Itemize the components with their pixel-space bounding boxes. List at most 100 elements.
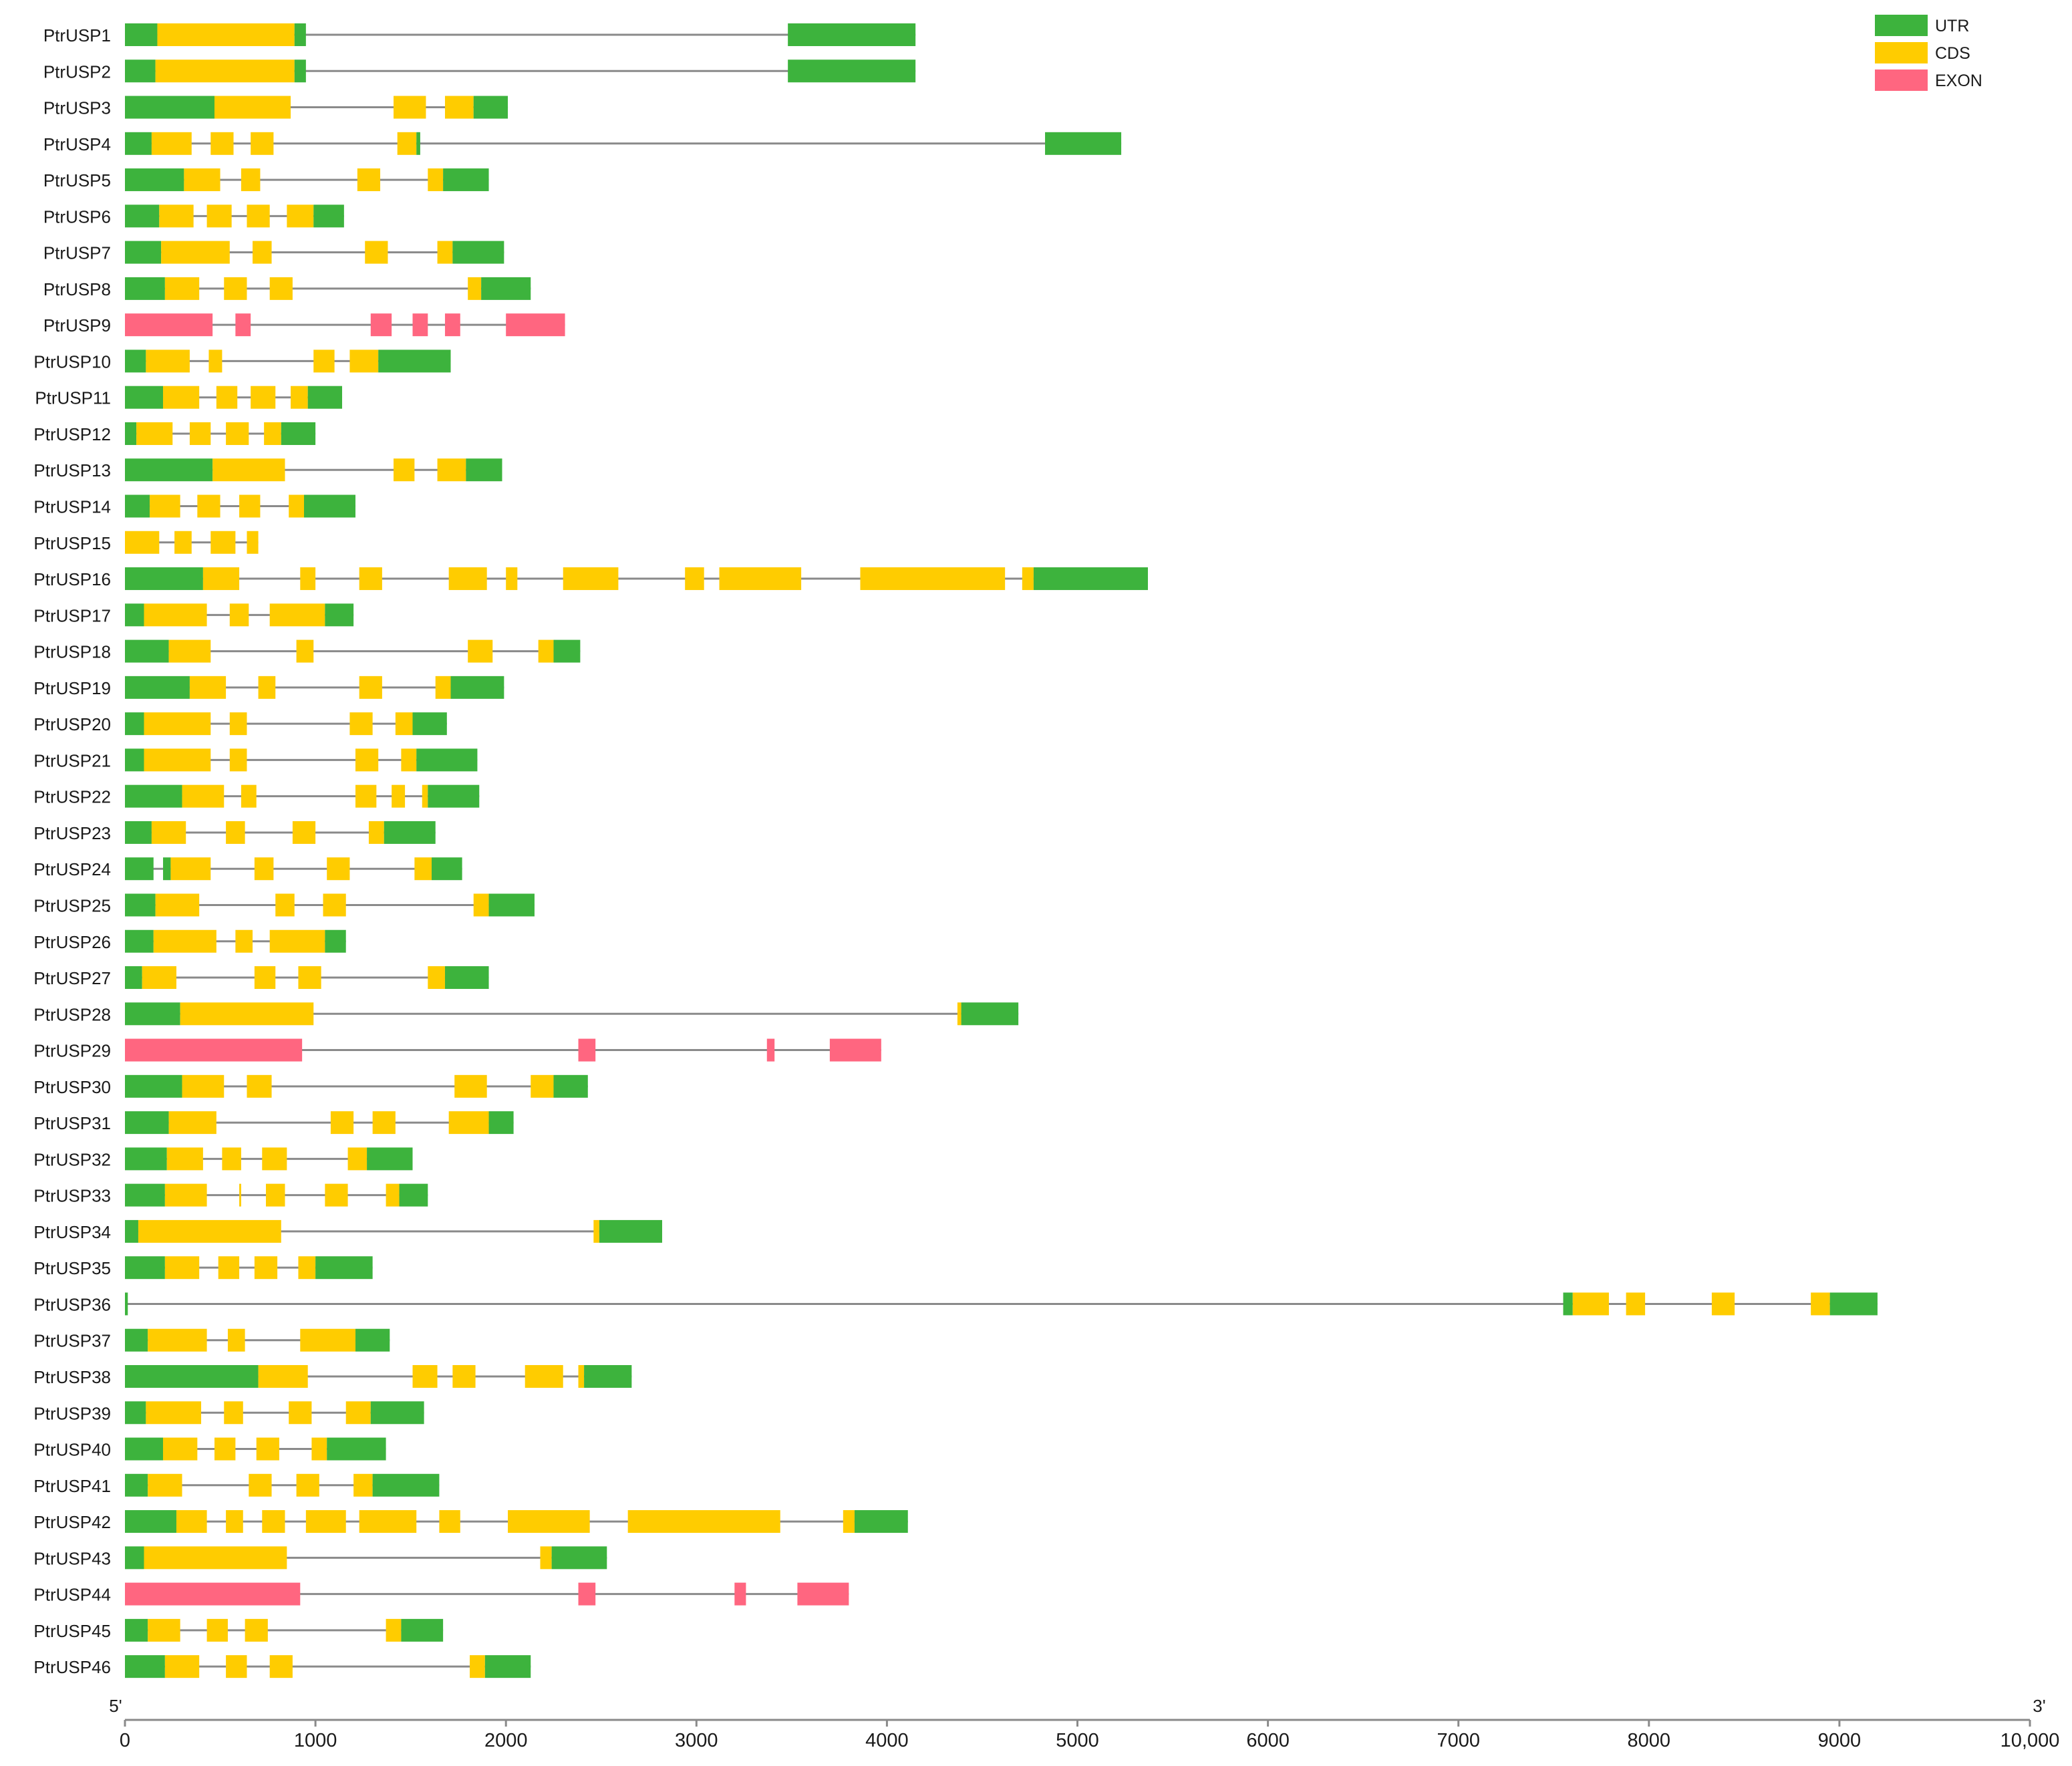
gene-label: PtrUSP13 [33,460,111,480]
cds-segment [258,1364,308,1388]
cds-segment [182,784,225,808]
cds-segment [359,676,382,699]
cds-segment [249,1473,272,1497]
cds-segment [275,893,295,917]
exon-segment [125,1582,301,1606]
utr-segment [125,277,165,300]
gene-label: PtrUSP38 [33,1367,111,1387]
utr-segment [401,1618,444,1642]
gene-row: PtrUSP17 [33,603,354,627]
gene-label: PtrUSP31 [33,1113,111,1133]
cds-segment [245,1618,268,1642]
cds-segment [452,1364,476,1388]
gene-label: PtrUSP32 [33,1149,111,1169]
utr-segment [125,458,213,482]
cds-segment [298,1256,316,1280]
gene-row: PtrUSP37 [33,1328,390,1352]
cds-segment [359,567,382,591]
utr-segment [854,1510,908,1533]
utr-segment [584,1364,632,1388]
gene-row: PtrUSP15 [33,531,259,554]
utr-segment [1033,567,1148,591]
cds-segment [289,1401,312,1425]
cds-segment [262,1510,285,1533]
cds-segment [189,676,227,699]
cds-segment [393,458,415,482]
utr-segment [370,1401,424,1425]
cds-segment [287,204,314,228]
utr-segment [125,1219,138,1243]
cds-segment [161,241,230,264]
cds-segment [174,531,192,554]
cds-segment [254,1256,278,1280]
cds-segment [349,349,379,373]
utr-segment [307,386,343,409]
cds-segment [253,241,272,264]
utr-segment [473,96,508,119]
utr-segment [432,857,462,881]
cds-segment [296,1473,319,1497]
gene-row: PtrUSP46 [33,1655,531,1678]
cds-segment [269,929,325,953]
legend-swatch-exon [1875,69,1928,91]
utr-segment [125,1147,167,1171]
gene-row: PtrUSP10 [33,349,451,373]
cds-segment [298,966,321,990]
gene-label: PtrUSP3 [43,98,111,118]
utr-segment [367,1147,413,1171]
gene-row: PtrUSP36 [33,1292,1878,1316]
cds-segment [144,712,211,736]
utr-segment [294,59,306,83]
utr-segment [444,966,489,990]
cds-segment [325,1183,348,1207]
cds-segment [168,1111,216,1135]
utr-segment [125,893,156,917]
utr-segment [125,712,144,736]
gene-row: PtrUSP31 [33,1111,514,1135]
tick-label: 10,000 [2001,1730,2060,1751]
gene-row: PtrUSP22 [33,784,480,808]
cds-segment [719,567,802,591]
utr-segment [488,893,535,917]
cds-segment [176,1510,207,1533]
utr-segment [125,1074,182,1098]
cds-segment [401,748,417,772]
gene-row: PtrUSP3 [43,96,508,119]
gene-label: PtrUSP19 [33,678,111,698]
gene-row: PtrUSP41 [33,1473,440,1497]
cds-segment [531,1074,554,1098]
cds-segment [229,712,247,736]
gene-label: PtrUSP6 [43,206,111,227]
cds-segment [229,748,247,772]
cds-segment [166,1147,203,1171]
cds-segment [251,132,274,155]
cds-segment [125,531,160,554]
tick-label: 2000 [484,1730,528,1751]
utr-segment [125,567,203,591]
gene-row: PtrUSP27 [33,966,489,990]
gene-row: PtrUSP26 [33,929,346,953]
cds-segment [229,603,249,627]
cds-segment [1572,1292,1609,1316]
utr-segment [484,1655,531,1678]
utr-segment [125,748,144,772]
gene-row: PtrUSP7 [43,241,504,264]
exon-segment [235,313,251,337]
gene-label: PtrUSP7 [43,243,111,263]
cds-segment [247,531,259,554]
gene-label: PtrUSP16 [33,569,111,589]
cds-segment [150,494,180,518]
tick-label: 7000 [1437,1730,1480,1751]
cds-segment [372,1111,396,1135]
cds-segment [386,1183,400,1207]
gene-row: PtrUSP21 [33,748,478,772]
cds-segment [305,1510,346,1533]
cds-segment [538,639,554,663]
cds-segment [289,494,304,518]
utr-segment [1563,1292,1573,1316]
utr-segment [125,966,142,990]
gene-row: PtrUSP11 [35,386,343,409]
gene-row: PtrUSP13 [33,458,502,482]
gene-row: PtrUSP34 [33,1219,662,1243]
utr-segment [125,603,144,627]
